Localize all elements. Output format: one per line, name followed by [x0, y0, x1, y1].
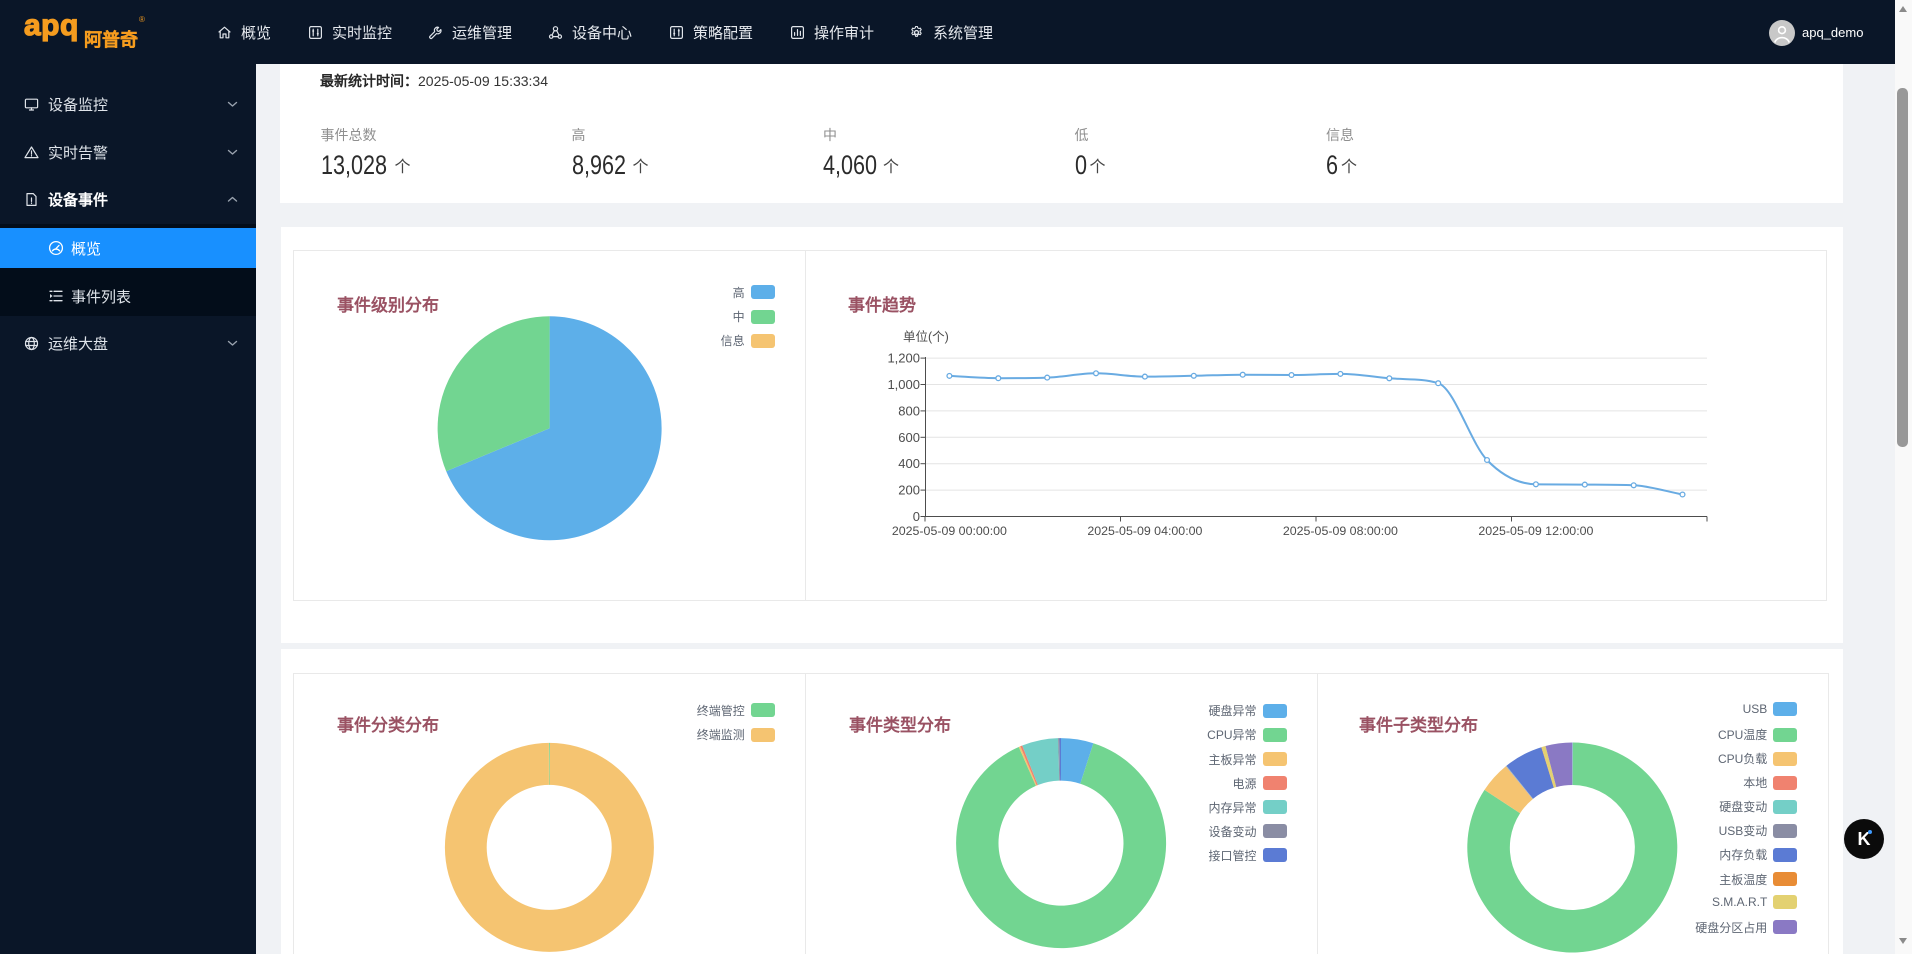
svg-text:2025-05-09 04:00:00: 2025-05-09 04:00:00 [1087, 524, 1202, 538]
svg-text:2025-05-09 08:00:00: 2025-05-09 08:00:00 [1283, 524, 1398, 538]
svg-text:单位(个): 单位(个) [903, 329, 949, 344]
svg-text:1,200: 1,200 [887, 351, 920, 366]
svg-text:2025-05-09 12:00:00: 2025-05-09 12:00:00 [1478, 524, 1593, 538]
svg-text:400: 400 [898, 456, 920, 471]
svg-text:1,000: 1,000 [887, 377, 920, 392]
svg-text:2025-05-09 00:00:00: 2025-05-09 00:00:00 [892, 524, 1007, 538]
svg-text:0: 0 [913, 509, 920, 524]
svg-text:800: 800 [898, 403, 920, 418]
svg-text:600: 600 [898, 430, 920, 445]
svg-text:200: 200 [898, 483, 920, 498]
